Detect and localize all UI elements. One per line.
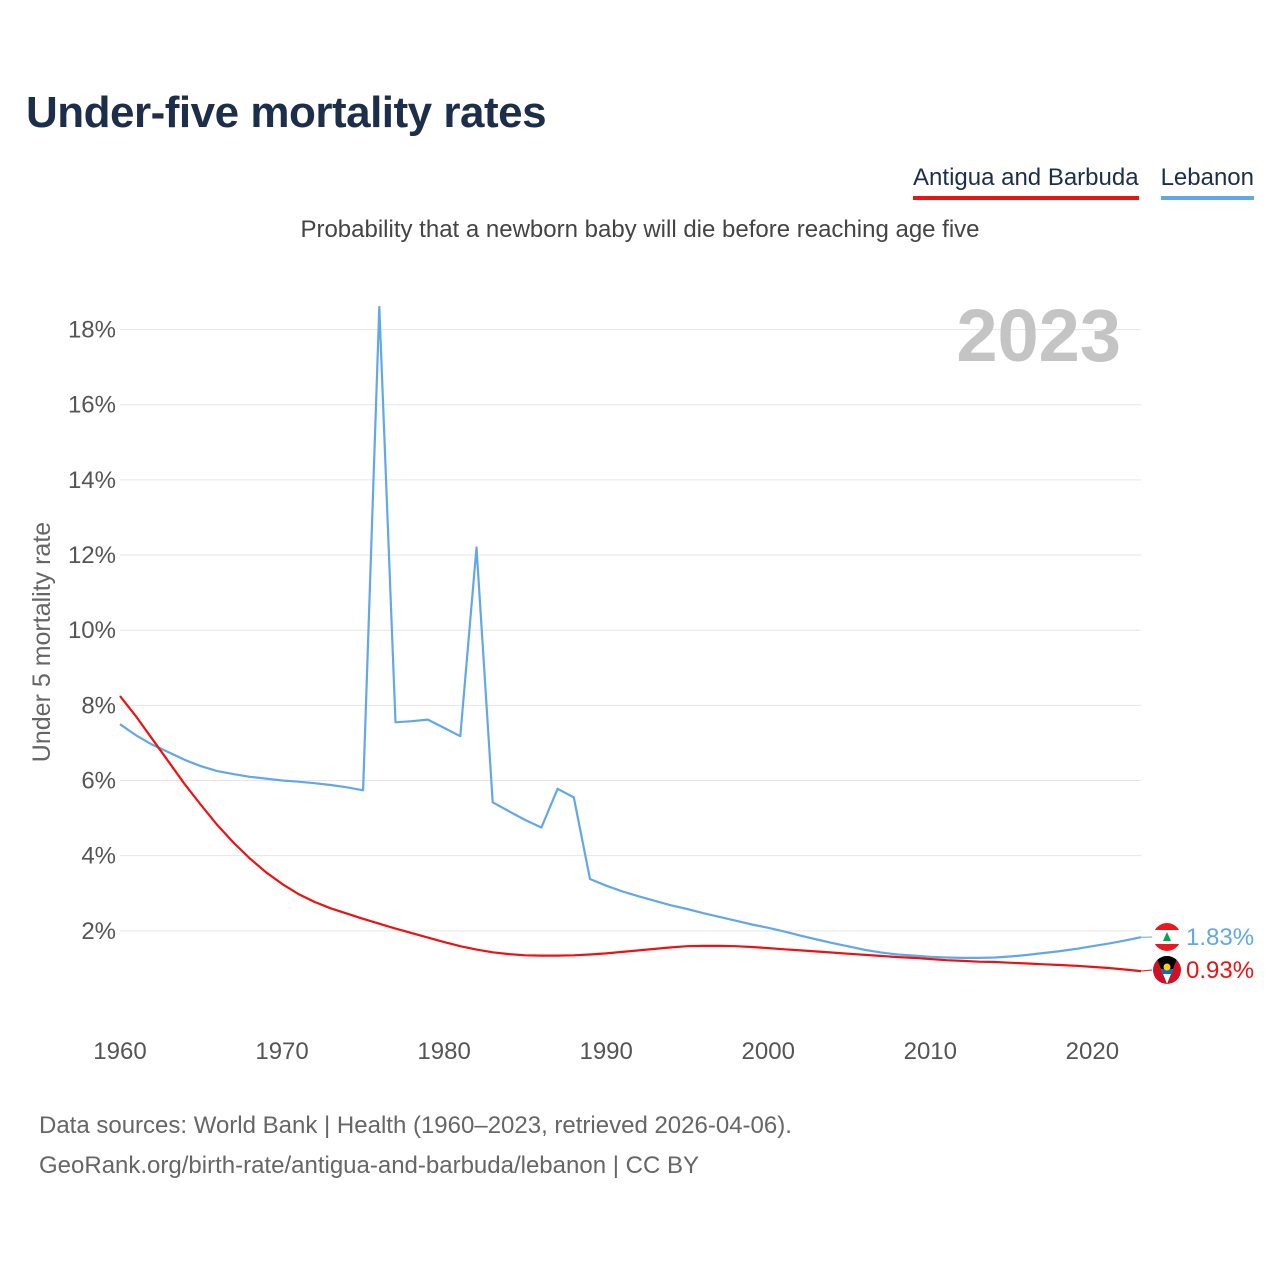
- legend: Antigua and Barbuda Lebanon: [913, 164, 1254, 200]
- antigua-and-barbuda-flag-icon: [1153, 956, 1181, 984]
- x-tick-label: 2000: [742, 1038, 795, 1065]
- end-connector: [1140, 969, 1153, 972]
- chart-subtitle: Probability that a newborn baby will die…: [300, 216, 980, 243]
- y-tick-label: 2%: [81, 918, 116, 945]
- y-tick-label: 6%: [81, 768, 116, 795]
- footer: Data sources: World Bank | Health (1960–…: [39, 1106, 792, 1186]
- end-value-label: 1.83%: [1186, 924, 1254, 951]
- lebanon-flag-icon: [1153, 923, 1181, 951]
- chart-title: Under-five mortality rates: [26, 88, 547, 137]
- y-axis-label: Under 5 mortality rate: [28, 522, 56, 762]
- x-tick-label: 1990: [579, 1038, 632, 1065]
- x-tick-label: 1980: [417, 1038, 470, 1065]
- y-tick-label: 8%: [81, 692, 116, 719]
- y-tick-label: 16%: [68, 392, 116, 419]
- series-line-lebanon: [119, 305, 1142, 960]
- source-url[interactable]: GeoRank.org/birth-rate/antigua-and-barbu…: [39, 1152, 699, 1179]
- series-line-antigua-and-barbuda: [119, 695, 1142, 973]
- x-tick-label: 1970: [255, 1038, 308, 1065]
- x-tick-label: 1960: [93, 1038, 146, 1065]
- y-tick-label: 12%: [68, 542, 116, 569]
- y-tick-label: 18%: [68, 317, 116, 344]
- end-value-label: 0.93%: [1186, 957, 1254, 984]
- y-tick-label: 14%: [68, 467, 116, 494]
- legend-item-lebanon[interactable]: Lebanon: [1160, 164, 1254, 200]
- x-tick-label: 2010: [904, 1038, 957, 1065]
- data-source-note: Data sources: World Bank | Health (1960–…: [39, 1112, 792, 1139]
- y-tick-label: 4%: [81, 843, 116, 870]
- year-label: 2023: [956, 294, 1121, 377]
- y-tick-label: 10%: [68, 617, 116, 644]
- x-tick-label: 2020: [1066, 1038, 1119, 1065]
- legend-item-antigua-and-barbuda[interactable]: Antigua and Barbuda: [913, 164, 1139, 200]
